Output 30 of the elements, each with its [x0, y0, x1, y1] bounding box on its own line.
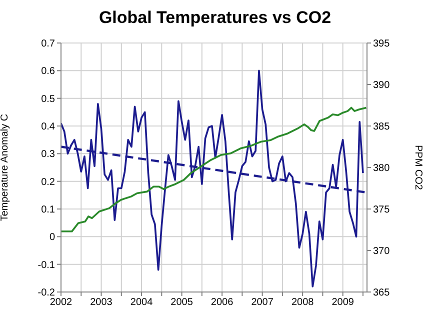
y-tick-label: 0: [49, 232, 56, 244]
y-tick-label: -0.2: [38, 288, 56, 299]
y2-tick-label: 370: [373, 246, 390, 258]
y2-tick-label: 375: [373, 204, 390, 216]
x-tick-label: 2002: [50, 297, 73, 308]
y2-tick-label: 395: [373, 38, 390, 50]
y2-tick-label: 390: [373, 80, 390, 92]
x-tick-label: 2006: [210, 297, 234, 308]
y2-axis-title: PPM CO2: [412, 144, 424, 190]
y2-tick-label: 380: [373, 163, 390, 174]
y-tick-label: 0.1: [41, 204, 56, 216]
y-tick-label: 0.2: [41, 176, 56, 188]
y-tick-label: 0.4: [41, 122, 56, 133]
line-series: [61, 70, 364, 288]
y-tick-label: 0.5: [41, 94, 56, 105]
y-tick-label: 0.7: [41, 38, 56, 50]
x-tick-label: 2008: [291, 297, 314, 308]
y-axis-title: Temperature Anomaly C: [0, 114, 11, 222]
line-series: [61, 106, 367, 232]
y-tick-label: -0.1: [38, 260, 56, 271]
x-tick-label: 2004: [130, 297, 154, 308]
x-tick-label: 2005: [170, 297, 194, 308]
x-tick-label: 2009: [332, 297, 354, 308]
y-tick-label: 0.6: [41, 66, 56, 78]
chart-title: Global Temperatures vs CO2: [98, 8, 332, 28]
y2-tick-label: 385: [373, 122, 390, 133]
x-tick-label: 2007: [251, 297, 274, 308]
x-tick-label: 2003: [90, 297, 113, 308]
y2-tick-label: 365: [373, 288, 390, 299]
y-tick-label: 0.3: [41, 149, 56, 160]
